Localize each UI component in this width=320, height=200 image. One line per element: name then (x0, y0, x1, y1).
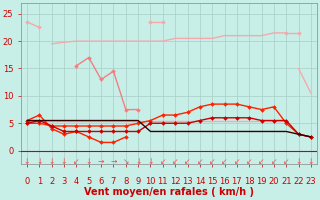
Text: ↙: ↙ (73, 157, 80, 166)
Text: ↙: ↙ (234, 157, 240, 166)
Text: ↙: ↙ (209, 157, 215, 166)
Text: ↓: ↓ (295, 157, 302, 166)
Text: ↓: ↓ (135, 157, 141, 166)
Text: ↙: ↙ (258, 157, 265, 166)
Text: ↓: ↓ (85, 157, 92, 166)
Text: ↙: ↙ (271, 157, 277, 166)
Text: ↙: ↙ (246, 157, 252, 166)
Text: ↙: ↙ (221, 157, 228, 166)
Text: ↓: ↓ (308, 157, 314, 166)
Text: ↙: ↙ (283, 157, 289, 166)
Text: →: → (110, 157, 117, 166)
Text: ↘: ↘ (123, 157, 129, 166)
Text: ↙: ↙ (160, 157, 166, 166)
Text: ↓: ↓ (24, 157, 30, 166)
Text: ↙: ↙ (197, 157, 203, 166)
Text: ↓: ↓ (61, 157, 67, 166)
Text: ↓: ↓ (36, 157, 43, 166)
Text: ↓: ↓ (49, 157, 55, 166)
X-axis label: Vent moyen/en rafales ( km/h ): Vent moyen/en rafales ( km/h ) (84, 187, 254, 197)
Text: ↓: ↓ (147, 157, 154, 166)
Text: ↙: ↙ (172, 157, 178, 166)
Text: ↙: ↙ (184, 157, 191, 166)
Text: →: → (98, 157, 104, 166)
